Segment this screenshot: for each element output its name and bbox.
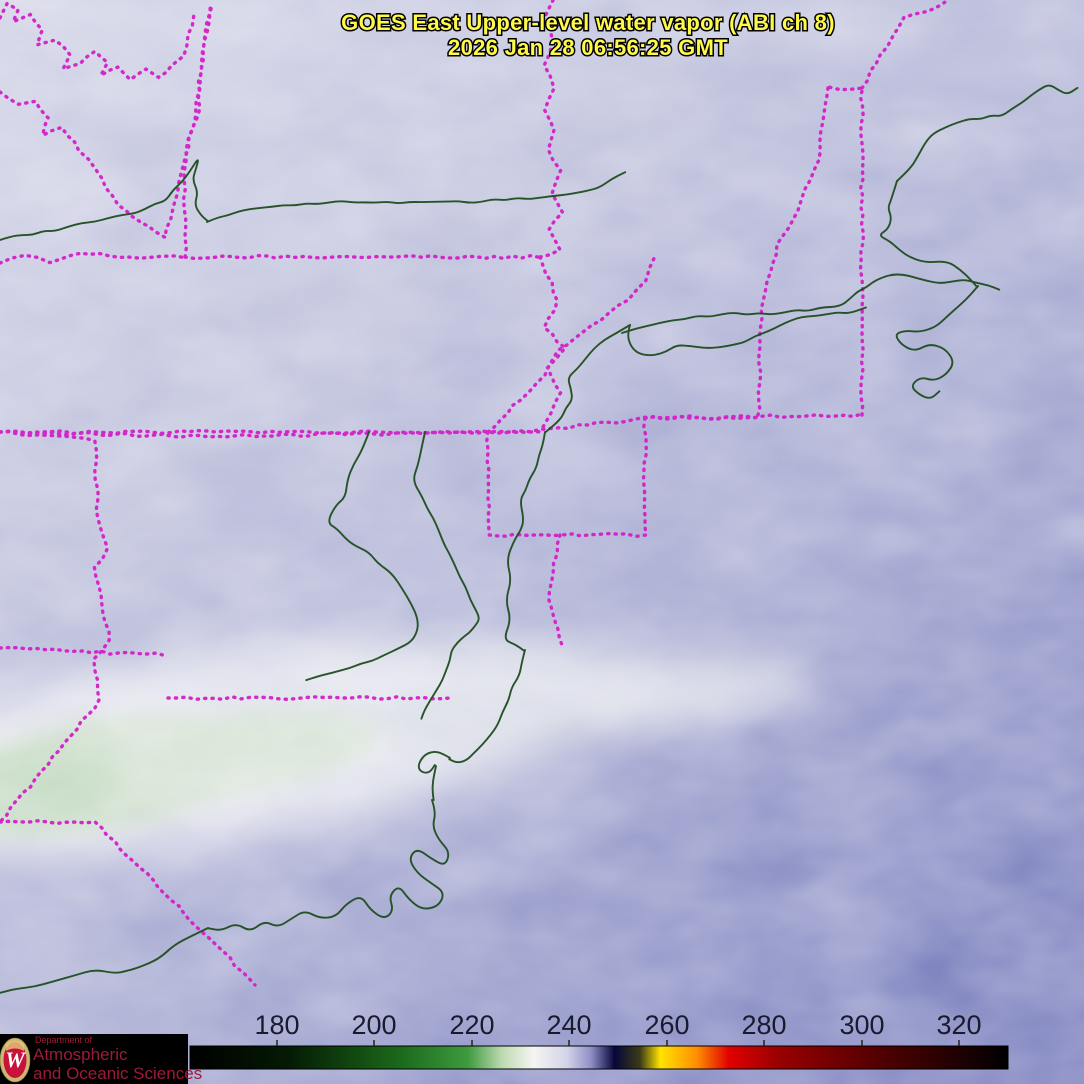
svg-text:W: W (5, 1047, 26, 1072)
svg-text:Department of: Department of (35, 1035, 93, 1045)
svg-text:Atmospheric: Atmospheric (33, 1045, 128, 1064)
svg-text:and Oceanic Sciences: and Oceanic Sciences (33, 1064, 202, 1083)
